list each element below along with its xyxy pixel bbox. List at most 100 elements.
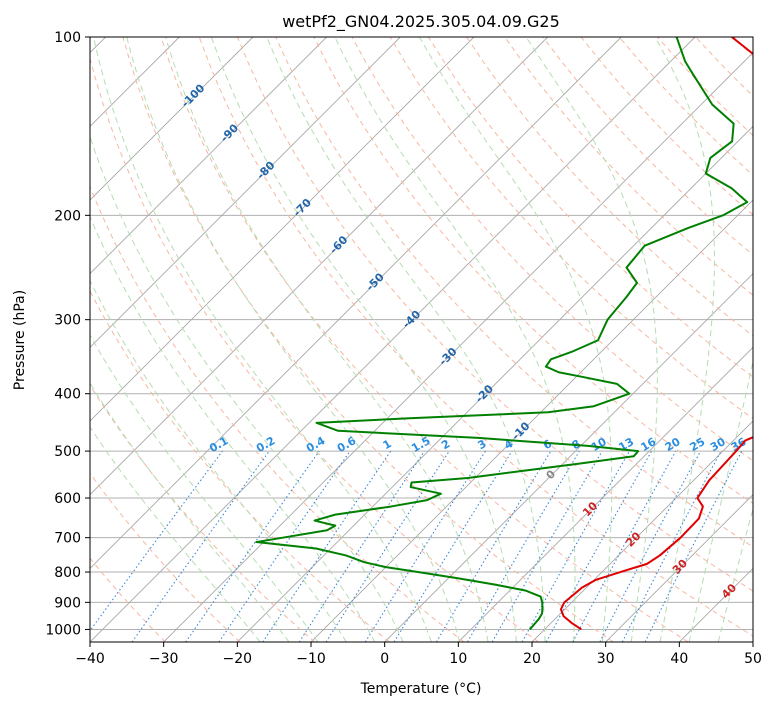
axis-layer: −40 −30 −20 −10 0 10 20 30 40 5010009008007006005… [45, 30, 762, 667]
isotherm-label: -30 [436, 345, 459, 368]
dry-adiabat [466, 37, 753, 337]
isotherm-label: 20 [623, 529, 643, 549]
dry-adiabat [90, 472, 241, 642]
dry-adiabat [90, 557, 166, 642]
isotherm-line [458, 346, 753, 642]
isotherm-line [90, 37, 327, 275]
mixing-ratio-label: 6 [541, 437, 554, 452]
y-tick-label: 600 [54, 491, 81, 507]
isotherm-label: -20 [473, 382, 496, 405]
isotherm-line [163, 52, 753, 642]
dry-adiabat [351, 37, 753, 462]
mixing-ratio-label: 0.4 [304, 434, 328, 455]
isotherm-label: -40 [400, 308, 423, 331]
isotherm-line [90, 37, 475, 422]
mixing-ratio-label: 0.1 [207, 434, 230, 455]
dry-adiabat [733, 37, 753, 58]
moist-adiabat [90, 382, 290, 642]
isotherm-line [310, 199, 753, 642]
moist-adiabat [211, 37, 517, 642]
moist-adiabat [90, 426, 261, 642]
isotherm-line [679, 567, 753, 642]
isotherm-label: -100 [179, 81, 208, 110]
mixing-ratio-label: 2 [439, 437, 452, 452]
mixing-ratio-line [185, 450, 320, 642]
dry-adiabat [90, 185, 465, 642]
moist-adiabat [90, 334, 319, 642]
isotherm-line [90, 37, 254, 201]
mixing-ratio-label: 0.6 [335, 434, 359, 455]
x-tick-label: 30 [597, 651, 615, 667]
isotherm-line [531, 420, 753, 642]
isotherm-label: -10 [509, 419, 532, 442]
mixing-ratio-line [262, 450, 392, 642]
x-tick-label: 50 [744, 651, 762, 667]
dry-adiabat [427, 37, 753, 378]
mixing-ratio-line [298, 450, 425, 642]
mixing-ratio-line [599, 450, 702, 642]
moist-adiabat [126, 37, 461, 642]
dry-adiabat [313, 37, 753, 505]
isotherm-label: 40 [719, 581, 739, 601]
dry-adiabat [160, 37, 689, 642]
moist-adiabat [418, 37, 613, 642]
isotherm-label: -60 [327, 233, 350, 256]
dry-adiabat [695, 37, 753, 97]
dry-adiabat [657, 37, 753, 137]
moist-adiabat [334, 37, 576, 642]
y-tick-label: 300 [54, 313, 81, 329]
isotherm-label: -80 [254, 159, 277, 182]
dry-adiabat [90, 384, 315, 642]
dry-adiabat [90, 290, 390, 642]
mixing-ratio-line [218, 450, 351, 642]
y-tick-label: 1000 [45, 622, 81, 638]
isotherm-label: 0 [544, 467, 559, 482]
x-tick-label: 20 [523, 651, 541, 667]
isotherm-line [384, 273, 753, 642]
moist-adiabat [717, 507, 753, 642]
x-tick-label: −30 [149, 651, 179, 667]
x-tick-label: −40 [75, 651, 105, 667]
y-tick-label: 400 [54, 387, 81, 403]
mixing-ratio-line [131, 450, 270, 642]
dry-adiabat [542, 37, 753, 256]
dry-adiabat [504, 37, 753, 296]
y-axis-label: Pressure (hPa) [12, 290, 28, 390]
moist-adiabat [525, 37, 658, 642]
mixing-ratio-line [545, 450, 653, 642]
y-tick-label: 100 [54, 30, 81, 46]
moist-adiabat [90, 215, 376, 642]
chart-title: wetPf2_GN04.2025.305.04.09.G25 [282, 12, 560, 32]
isotherm-line [90, 37, 696, 642]
dewpoint-profile-line [255, 37, 749, 631]
y-tick-label: 800 [54, 565, 81, 581]
mixing-ratio-line [393, 450, 513, 642]
isotherm-label: -90 [218, 121, 241, 144]
mixing-ratio-line [644, 450, 743, 642]
mixing-ratio-line [521, 450, 630, 642]
isotherm-line [752, 641, 753, 642]
plot-frame [89, 36, 754, 643]
x-tick-label: −20 [223, 651, 253, 667]
moist-adiabat [90, 135, 404, 642]
dry-adiabat [275, 37, 753, 548]
mixing-ratio-line [572, 450, 677, 642]
isotherm-line [605, 494, 753, 642]
moist-adiabat [654, 37, 715, 642]
background-line-labels: 0.1 0.2 0.4 0.6 1 1.5 2 3 4 6 8 10 13 16 20 25 30 36-100-… [179, 81, 749, 601]
moist-adiabat [165, 37, 489, 642]
y-tick-label: 700 [54, 531, 81, 547]
isotherm-line [90, 37, 401, 348]
x-tick-label: 0 [380, 651, 389, 667]
moist-adiabat [688, 359, 753, 642]
dry-adiabat [389, 37, 753, 420]
x-tick-label: 10 [449, 651, 467, 667]
isotherm-line [90, 37, 622, 569]
y-tick-label: 500 [54, 444, 81, 460]
isotherm-label: 10 [580, 499, 600, 519]
mixing-ratio-line [90, 450, 223, 632]
x-tick-label: −10 [296, 651, 326, 667]
temperature-profile-line [559, 37, 753, 631]
isotherm-line [237, 125, 753, 642]
